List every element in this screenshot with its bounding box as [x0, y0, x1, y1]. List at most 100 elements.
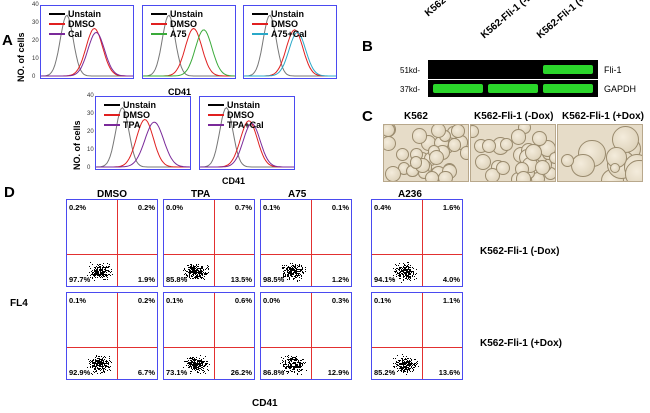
event-dot — [295, 272, 297, 274]
event-dot — [196, 276, 198, 278]
quadrant-ll-percent: 94.1% — [374, 275, 396, 284]
event-dot — [404, 267, 406, 269]
event-dot — [407, 368, 409, 370]
event-dot — [290, 355, 292, 357]
event-dot — [399, 271, 401, 273]
event-dot — [405, 367, 407, 369]
event-dot — [95, 365, 97, 367]
event-dot — [105, 267, 107, 269]
event-dot — [294, 267, 296, 269]
event-dot — [92, 362, 94, 364]
event-dot — [294, 364, 296, 366]
quadrant-ur-percent: 0.3% — [331, 296, 349, 305]
event-dot — [287, 268, 289, 270]
event-dot — [106, 274, 108, 276]
event-dot — [290, 367, 292, 369]
event-dot — [299, 277, 301, 279]
event-dot — [101, 364, 103, 366]
event-dot — [285, 360, 287, 362]
event-dot — [92, 373, 94, 375]
event-dot — [405, 368, 407, 369]
event-dot — [109, 264, 111, 266]
event-dot — [295, 271, 297, 273]
cell — [532, 130, 548, 146]
event-dot — [298, 273, 299, 275]
event-dot — [399, 365, 401, 367]
event-dot — [103, 272, 105, 274]
event-dot — [404, 362, 406, 364]
event-dot — [301, 359, 303, 361]
event-dot — [409, 368, 411, 370]
event-dot — [189, 357, 191, 359]
event-dot — [193, 368, 195, 370]
event-dot — [192, 274, 194, 276]
event-dot — [104, 267, 106, 269]
event-dot — [408, 267, 410, 269]
event-dot — [398, 274, 400, 276]
event-dot — [408, 264, 410, 266]
event-dot — [412, 365, 414, 367]
event-dot — [200, 276, 202, 278]
event-dot — [289, 278, 291, 280]
event-dot — [194, 268, 196, 270]
event-dot — [201, 367, 203, 369]
event-dot — [96, 359, 98, 361]
event-dot — [188, 274, 190, 276]
event-dot — [195, 359, 197, 361]
event-dot — [296, 370, 298, 372]
event-dot — [400, 281, 402, 283]
event-dot — [100, 270, 102, 272]
event-dot — [406, 265, 408, 267]
event-dot — [200, 269, 202, 271]
event-dot — [203, 271, 205, 273]
event-dot — [97, 367, 99, 369]
event-dot — [416, 278, 418, 280]
event-dot — [409, 365, 411, 367]
event-dot — [186, 270, 188, 272]
event-dot — [287, 371, 289, 373]
legend-entry: Unstain — [208, 100, 264, 110]
event-dot — [298, 266, 300, 268]
micro-label-2: K562-Fli-1 (-Dox) — [474, 111, 554, 122]
event-dot — [196, 267, 198, 269]
event-dot — [98, 274, 100, 276]
event-dot — [201, 358, 203, 360]
event-dot — [399, 263, 401, 265]
event-dot — [185, 270, 187, 272]
event-dot — [191, 366, 193, 368]
legend-text: A75 — [170, 29, 187, 39]
event-dot — [107, 364, 109, 366]
event-dot — [94, 273, 96, 275]
event-dot — [281, 267, 283, 269]
event-dot — [183, 277, 185, 279]
event-dot — [98, 364, 100, 366]
event-dot — [97, 368, 99, 370]
event-dot — [299, 275, 300, 277]
legend-text: DMSO — [68, 19, 95, 29]
event-dot — [194, 365, 196, 367]
event-dot — [295, 358, 297, 360]
quadrant-vline — [117, 200, 119, 286]
event-dot — [188, 267, 190, 269]
event-dot — [197, 371, 199, 373]
event-dot — [406, 268, 408, 270]
legend-text: Cal — [68, 29, 83, 39]
event-dot — [92, 264, 94, 266]
event-dot — [289, 276, 291, 278]
event-dot — [202, 367, 204, 369]
legend-swatch — [151, 33, 167, 35]
event-dot — [105, 368, 107, 370]
event-dot — [292, 369, 294, 371]
event-dot — [195, 265, 197, 267]
event-dot — [193, 267, 195, 269]
event-dot — [297, 362, 299, 364]
event-dot — [402, 366, 404, 368]
event-dot — [282, 275, 284, 277]
event-dot — [93, 365, 95, 367]
event-dot — [415, 362, 417, 364]
event-dot — [196, 269, 198, 271]
event-dot — [97, 364, 99, 366]
event-dot — [410, 272, 412, 274]
event-dot — [404, 275, 406, 277]
quadrant-hline — [261, 254, 351, 256]
